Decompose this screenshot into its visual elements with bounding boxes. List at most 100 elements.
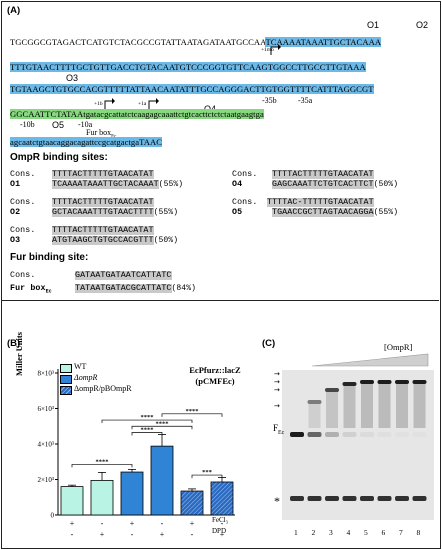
y-tick-label: 8×10³: [37, 370, 54, 378]
site-o5: TGAACCGCTTAGTAACAGGA(55%): [272, 208, 398, 217]
sig-label: ***: [202, 469, 212, 476]
sig-bracket: [71, 464, 133, 468]
bar: [180, 490, 204, 516]
site-o4-seq: GAGCAAATTCTGTCACTTCT: [272, 180, 374, 189]
y-axis-label: Miller Units: [14, 332, 24, 376]
seq-line-1: TGCGGCGTAGACTCATGTCTACGCCGTATTAATAGATAAT…: [10, 37, 382, 47]
nonspecific-band: [290, 496, 304, 501]
free-probe-band: [413, 432, 427, 437]
seq-line-3-text: TGTAAGCTGTGCCACGTTTTTATTAACAATATTTGCCAGG…: [10, 84, 374, 94]
free-probe-band: [325, 432, 339, 437]
sign-dpd: +: [220, 530, 225, 539]
cons-seq-4: TTTTACTTTTTGTAACATAT: [272, 170, 374, 179]
sign-dpd: +: [100, 530, 105, 539]
fur-heading: Fur binding site:: [10, 252, 89, 263]
emsa-gel: [282, 370, 434, 520]
plus1b-label: +1b: [94, 101, 103, 107]
shifted-complex-band: [325, 388, 339, 392]
cons-seq-o3: TTTTACTTTTTGTAACATAT: [52, 226, 154, 235]
ompr-heading: OmpR binding sites:: [10, 152, 108, 163]
sign-dpd: +: [160, 530, 165, 539]
free-probe-band: [342, 432, 357, 437]
legend-ompr: ΔompR: [74, 373, 98, 382]
legend-swatch-ompr: [60, 375, 72, 384]
shifted-complex-band: [360, 380, 374, 384]
cons-row-o2: Cons.: [10, 198, 35, 207]
lane-number: 1: [294, 528, 298, 537]
seq-line-2-text: TTTGTAACTTTTGCTGTTGACCTGTACAATGTCCCGGTGT…: [10, 62, 366, 72]
legend-swatch-wt: [60, 364, 72, 373]
sig-label: ****: [141, 414, 154, 421]
site-o1-name: O1: [10, 180, 21, 189]
nonspecific-band: [377, 496, 392, 501]
minus10a-label: -10a: [78, 120, 93, 129]
fur-box-pct: (84%): [171, 284, 197, 293]
fur-box-sub: Ec: [45, 288, 52, 295]
fur-cons-label: Cons.: [10, 271, 36, 280]
complex-smear: [413, 384, 426, 428]
panel-b-label: (B): [7, 338, 21, 349]
cons-row-o3: Cons.: [10, 226, 35, 235]
free-probe-band: [360, 432, 374, 437]
panel-a-label: (A): [7, 5, 21, 16]
row-label-dpd: DPD: [212, 527, 227, 535]
minus10b-label: -10b: [20, 120, 35, 129]
cons-seq-2: TTTTACTTTTTGTAACATAT: [52, 198, 154, 207]
complex-smear: [378, 384, 391, 428]
bar: [210, 481, 234, 516]
cons-row-o4: Cons.: [232, 170, 257, 179]
site-o2-seq: GCTACAAATTTGTAACTTTT: [52, 208, 154, 217]
seq-line-4: GGCAATTCTATAAtgatacgcattatctcaagagcaaatt…: [10, 109, 264, 119]
sig-label: ****: [96, 458, 109, 465]
bar: [90, 479, 114, 516]
lane-number: 3: [329, 528, 333, 537]
site-o4: GAGCAAATTCTGTCACTTCT(50%): [272, 180, 398, 189]
bar: [60, 486, 84, 516]
tss-arrow-a: [148, 98, 159, 109]
sig-label: ****: [156, 420, 169, 427]
complex-arrow-icon: →: [274, 378, 280, 386]
seq-line-5-text: agcaatctgtaacaggacagattccgcatgactgaTAAC: [10, 137, 163, 147]
site-o5-pct: (55%): [373, 208, 399, 217]
complex-smear: [396, 384, 408, 428]
lane-number: 7: [399, 528, 403, 537]
lane-number: 2: [311, 528, 316, 537]
site-o1-seq: TCAAAATAAATTGCTACAAAT: [52, 180, 159, 189]
free-probe-band: [378, 432, 392, 437]
seq-line-1-o1: TCAAAATAAATTGCTACAAA: [265, 37, 382, 47]
tss-arrow-mo: [270, 44, 281, 55]
complex-smear: [343, 386, 356, 428]
free-probe-label: FEc: [273, 423, 284, 436]
shifted-complex-band: [412, 380, 427, 384]
sign-fecl3: -: [221, 519, 224, 528]
seq-line-5: agcaatctgtaacaggacagattccgcatgactgaTAAC: [10, 137, 163, 147]
fur-cons-seq: GATAATGATAATCATTATC: [75, 271, 172, 280]
sign-fecl3: -: [161, 519, 164, 528]
free-probe-text: F: [273, 423, 279, 433]
minus35b-label: -35b: [262, 96, 277, 105]
cons-row-o1: Cons.: [10, 170, 35, 179]
sign-fecl3: +: [70, 519, 75, 528]
concentration-wedge: [311, 353, 429, 367]
sign-dpd: -: [131, 530, 134, 539]
cons-seq-o5: TTTTAC-TTTTTGTAACATAT: [267, 198, 374, 207]
panel-divider: [1, 300, 439, 301]
site-o2: GCTACAAATTTGTAACTTTT(55%): [52, 208, 178, 217]
sign-fecl3: -: [101, 519, 104, 528]
furbox-text: Fur box: [86, 128, 112, 137]
o5-label: O5: [52, 120, 65, 130]
cons-label-4: Cons.: [232, 170, 258, 179]
site-o3-seq: ATGTAAGCTGTGCCACGTTT: [52, 236, 154, 245]
complex-arrow-icon: →: [274, 386, 280, 394]
legend-complement: ΔompR/pBOmpR: [74, 384, 132, 393]
sig-bracket: [101, 419, 193, 424]
fur-box: TATAATGATACGCATTATC(84%): [75, 284, 196, 293]
site-o5-name: O5: [232, 208, 243, 217]
cons-seq-o5-text: TTTTAC-TTTTTGTAACATAT: [267, 198, 374, 207]
complex-arrow-icon: →: [274, 370, 280, 378]
site-o2-name: O2: [10, 208, 21, 217]
seq-line-1-plain: TGCGGCGTAGACTCATGTCTACGCCGTATTAATAGATAAT…: [10, 37, 266, 47]
sign-fecl3: +: [190, 519, 195, 528]
sig-bracket: [131, 432, 163, 436]
